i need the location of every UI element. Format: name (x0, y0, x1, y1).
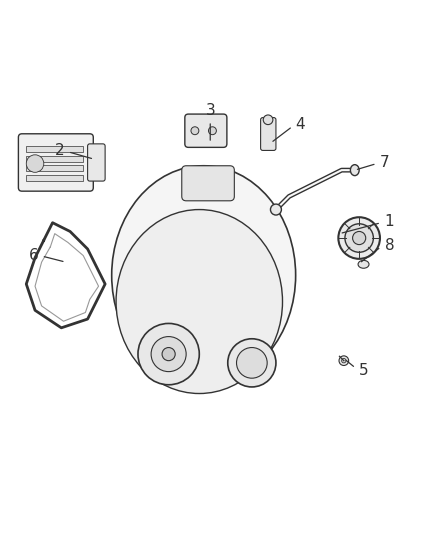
Bar (26, 175, 83, 181)
Ellipse shape (342, 359, 346, 363)
Ellipse shape (208, 127, 216, 135)
FancyBboxPatch shape (88, 144, 105, 181)
Ellipse shape (191, 127, 199, 135)
Ellipse shape (151, 336, 186, 372)
Ellipse shape (339, 356, 349, 366)
FancyBboxPatch shape (261, 118, 276, 150)
Ellipse shape (138, 324, 199, 385)
Ellipse shape (26, 155, 44, 172)
FancyBboxPatch shape (182, 166, 234, 201)
Text: 5: 5 (359, 364, 369, 378)
Ellipse shape (237, 348, 267, 378)
Text: 2: 2 (55, 143, 64, 158)
Text: 4: 4 (296, 117, 305, 132)
Ellipse shape (345, 224, 373, 252)
Text: 1: 1 (385, 214, 394, 229)
Ellipse shape (116, 209, 283, 393)
Ellipse shape (353, 231, 366, 245)
Text: 7: 7 (380, 155, 390, 170)
FancyBboxPatch shape (18, 134, 93, 191)
FancyBboxPatch shape (185, 114, 227, 147)
Ellipse shape (350, 165, 359, 175)
Ellipse shape (338, 217, 380, 259)
Ellipse shape (228, 339, 276, 387)
Bar (26, 165, 83, 172)
Ellipse shape (162, 348, 175, 361)
Ellipse shape (263, 115, 273, 125)
Ellipse shape (270, 204, 281, 215)
Text: 6: 6 (29, 248, 39, 263)
Bar (26, 156, 83, 162)
Bar (26, 146, 83, 152)
Ellipse shape (112, 166, 296, 385)
Text: 3: 3 (205, 102, 215, 118)
Ellipse shape (358, 260, 369, 268)
Text: 8: 8 (385, 238, 394, 253)
